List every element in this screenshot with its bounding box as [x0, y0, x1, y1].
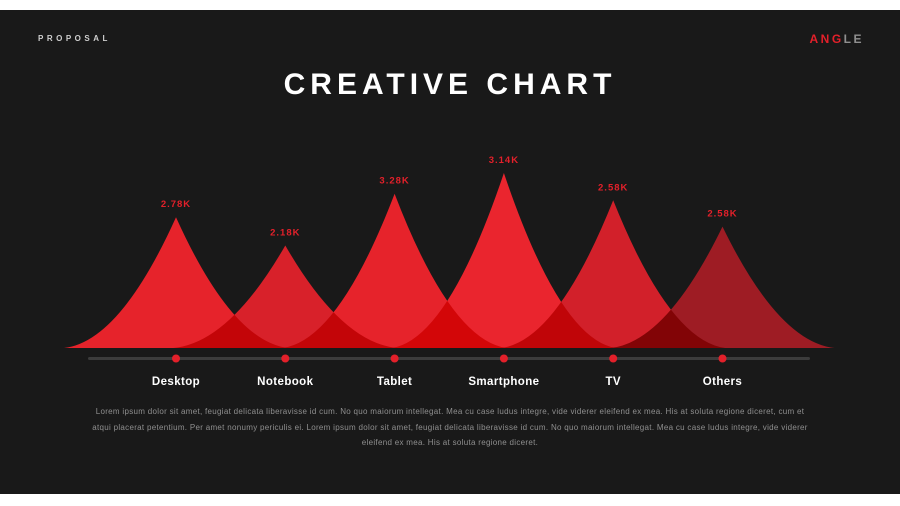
value-label: 2.58K	[598, 182, 628, 193]
axis-dot	[281, 354, 290, 363]
creative-chart: 2.78K Desktop 2.18K Notebook 3.28K Tablet 3.14…	[64, 155, 835, 388]
value-label: 3.28K	[379, 176, 409, 187]
category-label: TV	[605, 376, 621, 388]
value-label: 2.78K	[161, 199, 191, 210]
eyebrow-label: PROPOSAL	[38, 34, 111, 43]
category-label: Tablet	[377, 376, 412, 388]
description-text: Lorem ipsum dolor sit amet, feugiat deli…	[92, 407, 808, 448]
chart-peak-tv	[501, 200, 726, 348]
axis-dot	[609, 354, 618, 363]
category-label: Desktop	[152, 376, 200, 388]
page-title: CREATIVE CHART	[283, 68, 617, 101]
brand-logo-red: ANG	[809, 32, 844, 46]
axis-line	[88, 357, 810, 360]
brand-logo: ANGLE	[809, 32, 864, 46]
value-label: 3.14K	[489, 155, 519, 166]
chart-peak-others	[610, 226, 835, 348]
chart-peak-desktop	[64, 217, 288, 348]
axis-dot	[499, 354, 508, 363]
axis-dot	[172, 354, 180, 363]
slide-background: PROPOSAL ANGLE CREATIVE CHART 2.78K Deskt…	[0, 10, 900, 494]
category-label: Others	[703, 376, 742, 388]
category-label: Smartphone	[468, 376, 539, 388]
brand-logo-gray: LE	[843, 32, 864, 46]
value-label: 2.58K	[707, 209, 737, 220]
axis-dot	[390, 354, 399, 363]
axis-dot	[718, 354, 727, 363]
category-label: Notebook	[257, 376, 313, 388]
value-label: 2.18K	[270, 227, 300, 238]
